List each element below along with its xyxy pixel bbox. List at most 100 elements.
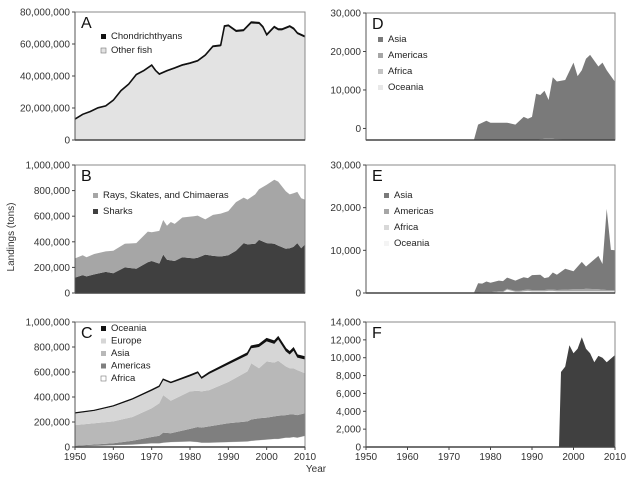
area-b-rays-skates-and-chimaeras [75, 179, 305, 278]
legend-swatch [378, 85, 383, 90]
x-tick-label: 2010 [294, 452, 317, 463]
area-b-sharks [75, 239, 305, 293]
y-tick-label: 0 [64, 289, 70, 300]
y-tick-label: 10,000 [330, 246, 361, 257]
area-c-oceania [75, 336, 305, 414]
x-tick-label: 1950 [64, 452, 87, 463]
y-tick-label: 20,000 [330, 203, 361, 214]
y-tick-label: 8,000 [336, 371, 361, 382]
y-tick-label: 40,000,000 [20, 72, 70, 83]
legend-swatch [378, 53, 383, 58]
panel-e: 0 10,000 20,000 30,000 E Asia Americas Africa Oc… [330, 161, 616, 300]
panel-a: 0 20,000,000 40,000,000 60,000,000 80,000,00… [20, 8, 306, 147]
legend-swatch [100, 47, 107, 54]
legend-swatch [100, 375, 107, 382]
legend-label: Chondrichthyans [111, 31, 183, 42]
legend-swatch [101, 351, 106, 356]
x-tick-label: 1980 [479, 452, 502, 463]
y-tick-label: 400,000 [34, 237, 71, 248]
legend-label: Asia [394, 190, 413, 201]
legend-swatch [378, 37, 383, 42]
y-tick-label: 800,000 [34, 186, 71, 197]
x-tick-label: 1990 [521, 452, 544, 463]
legend-swatch [93, 193, 98, 198]
panel-label-f: F [372, 325, 382, 342]
y-tick-label: 0 [355, 124, 361, 135]
panel-label-b: B [81, 168, 92, 185]
y-tick-label: 1,000,000 [26, 318, 71, 329]
legend-swatch [101, 34, 106, 39]
area-c-europe [75, 339, 305, 426]
legend-swatch [378, 69, 383, 74]
x-tick-label: 2000 [256, 452, 279, 463]
panel-f: 0 2,000 4,000 6,000 8,000 10,000 12,000 14,000 1… [330, 318, 626, 464]
y-tick-label: 10,000 [330, 353, 361, 364]
top-outline-c [74, 335, 306, 414]
legend-swatch [93, 209, 98, 214]
x-tick-label: 1990 [217, 452, 240, 463]
y-tick-label: 600,000 [34, 368, 71, 379]
y-tick-label: 30,000 [330, 9, 361, 20]
y-tick-label: 200,000 [34, 263, 71, 274]
x-tick-label: 1980 [179, 452, 202, 463]
y-tick-label: 10,000 [330, 85, 361, 96]
y-tick-label: 0 [64, 136, 70, 147]
legend-label: Oceania [394, 238, 430, 249]
legend-label: Oceania [388, 82, 424, 93]
legend-label: Other fish [111, 45, 152, 56]
x-axis-title: Year [306, 464, 327, 475]
area-c-americas [75, 413, 305, 447]
y-tick-label: 20,000 [330, 47, 361, 58]
legend-swatch [384, 193, 389, 198]
y-tick-label: 0 [64, 443, 70, 454]
panel-d: 0 10,000 20,000 30,000 D Asia Americas Africa Oc… [330, 9, 616, 141]
legend-label: Europe [111, 336, 142, 347]
area-e-americas [366, 288, 615, 293]
legend-label: Sharks [103, 206, 133, 217]
area-f-total [366, 337, 615, 447]
y-tick-label: 30,000 [330, 161, 361, 172]
y-tick-label: 0 [355, 289, 361, 300]
legend-label: Oceania [111, 323, 147, 334]
area-e-oceania [366, 289, 615, 293]
legend-label: Rays, Skates, and Chimaeras [103, 190, 229, 201]
y-tick-label: 14,000 [330, 318, 361, 329]
legend-swatch [384, 209, 389, 214]
y-axis-title: Landings (tons) [6, 203, 17, 272]
legend-swatch [384, 225, 389, 230]
y-tick-label: 2,000 [336, 425, 361, 436]
y-tick-label: 80,000,000 [20, 8, 70, 19]
area-d-asia [366, 54, 615, 140]
legend-label: Africa [394, 222, 419, 233]
y-tick-label: 60,000,000 [20, 40, 70, 51]
x-tick-label: 1970 [438, 452, 461, 463]
y-tick-label: 6,000 [336, 389, 361, 400]
legend-swatch [384, 241, 389, 246]
y-tick-label: 600,000 [34, 212, 71, 223]
legend-label: Asia [388, 34, 407, 45]
x-tick-label: 1960 [396, 452, 419, 463]
y-tick-label: 12,000 [330, 335, 361, 346]
panel-label-d: D [372, 16, 384, 33]
area-a-other-fish [75, 23, 305, 140]
y-tick-label: 4,000 [336, 407, 361, 418]
x-tick-label: 1970 [141, 452, 164, 463]
y-tick-label: 800,000 [34, 343, 71, 354]
x-tick-label: 2010 [604, 452, 627, 463]
panel-b: 0 200,000 400,000 600,000 800,000 1,000,000 BR… [26, 161, 306, 300]
x-tick-label: 2000 [562, 452, 585, 463]
top-outline-a [74, 21, 306, 120]
panel-c: 0 200,000 400,000 600,000 800,000 1,000,000 19… [26, 318, 317, 464]
y-tick-label: 200,000 [34, 418, 71, 429]
legend-label: Asia [111, 348, 130, 359]
legend-label: Africa [388, 66, 413, 77]
legend-label: Americas [111, 361, 151, 372]
legend-label: Africa [111, 373, 136, 384]
legend-swatch [101, 326, 106, 331]
x-tick-label: 1950 [355, 452, 378, 463]
y-tick-label: 1,000,000 [26, 161, 71, 172]
area-e-asia [366, 208, 615, 293]
panel-label-e: E [372, 168, 383, 185]
y-tick-label: 20,000,000 [20, 104, 70, 115]
